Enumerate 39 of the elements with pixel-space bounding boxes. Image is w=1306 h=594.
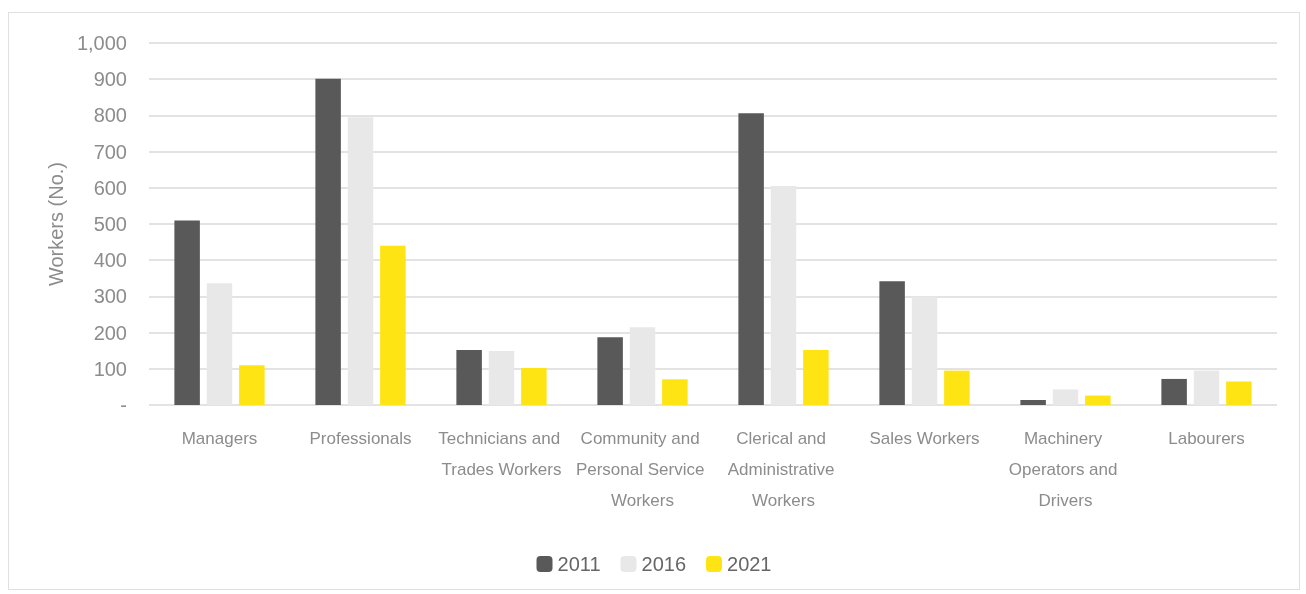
- bar: [315, 78, 341, 405]
- x-tick-label: Machinery Operators and Drivers: [1008, 429, 1123, 510]
- bar: [879, 281, 905, 405]
- legend-label: 2016: [641, 553, 687, 575]
- bar: [1085, 395, 1111, 405]
- bar: [662, 379, 688, 405]
- x-tick-label: Clerical and Administrative Workers: [727, 429, 840, 510]
- y-tick-label: 700: [93, 140, 127, 163]
- y-tick-label: 200: [93, 321, 127, 344]
- x-tick-label: Managers: [181, 429, 258, 448]
- x-tick-label: Sales Workers: [869, 429, 980, 448]
- y-tick-label: 400: [93, 249, 127, 272]
- bar: [803, 349, 829, 405]
- x-tick-label: Professionals: [309, 429, 412, 448]
- y-axis-title: Workers (No.): [45, 161, 68, 287]
- legend-label: 2021: [727, 553, 772, 575]
- y-tick-label: 800: [93, 104, 127, 127]
- y-tick-label: 100: [93, 357, 127, 380]
- bar: [174, 220, 200, 405]
- y-tick-label: 900: [93, 68, 127, 91]
- bar: [456, 349, 482, 405]
- x-tick-label: Technicians and Trades Workers: [438, 429, 565, 479]
- bar: [944, 370, 970, 405]
- y-tick-label: 500: [93, 213, 127, 235]
- legend-label: 2011: [557, 553, 601, 575]
- bar: [239, 365, 265, 405]
- x-tick-label: Labourers: [1168, 429, 1245, 448]
- y-tick-label: 300: [93, 285, 127, 308]
- bar: [738, 113, 764, 405]
- bar: [1161, 378, 1187, 405]
- bar: [597, 337, 623, 405]
- y-tick-label: 600: [93, 176, 127, 199]
- bar: [380, 245, 406, 405]
- bar: [1226, 381, 1252, 405]
- x-tick-label: Community and Personal Service Workers: [575, 429, 710, 510]
- bar: [521, 368, 547, 405]
- bar: [1020, 399, 1046, 405]
- y-tick-label: 1,000: [76, 32, 127, 54]
- y-tick-label: -: [120, 394, 127, 416]
